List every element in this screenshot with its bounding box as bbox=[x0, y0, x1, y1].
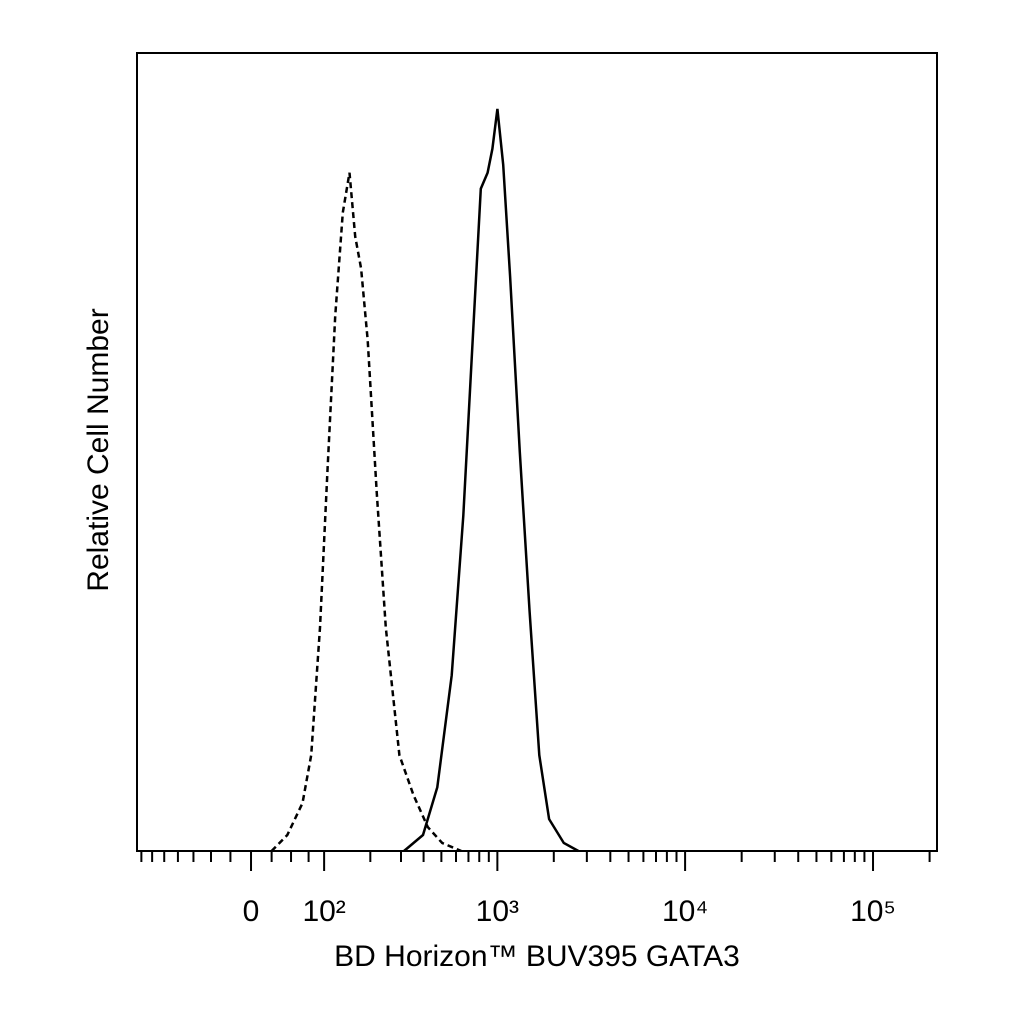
x-tick-label: 0 bbox=[243, 895, 260, 928]
x-axis-label: BD Horizon™ BUV395 GATA3 bbox=[334, 940, 740, 973]
x-tick-label: 10⁴ bbox=[662, 895, 708, 928]
x-tick-label: 10³ bbox=[476, 895, 519, 928]
histogram-line bbox=[403, 108, 580, 853]
plot-frame bbox=[136, 52, 938, 852]
x-tick-label: 10² bbox=[302, 895, 345, 928]
x-tick-label: 10⁵ bbox=[850, 895, 896, 928]
y-axis-label: Relative Cell Number bbox=[82, 308, 115, 591]
histogram-line bbox=[270, 172, 462, 853]
